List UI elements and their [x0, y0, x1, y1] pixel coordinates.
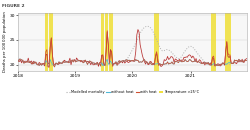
- Bar: [212, 13, 216, 70]
- Bar: [49, 13, 54, 70]
- Bar: [224, 13, 231, 70]
- Bar: [101, 13, 104, 70]
- Text: FIGURE 2: FIGURE 2: [2, 4, 25, 8]
- Bar: [45, 13, 48, 70]
- Legend: Modelled mortality, without heat, with heat, Temperature >25°C: Modelled mortality, without heat, with h…: [65, 89, 200, 95]
- Bar: [154, 13, 159, 70]
- Bar: [105, 13, 108, 70]
- Bar: [110, 13, 113, 70]
- Y-axis label: Deaths per 100 000 population: Deaths per 100 000 population: [4, 11, 8, 72]
